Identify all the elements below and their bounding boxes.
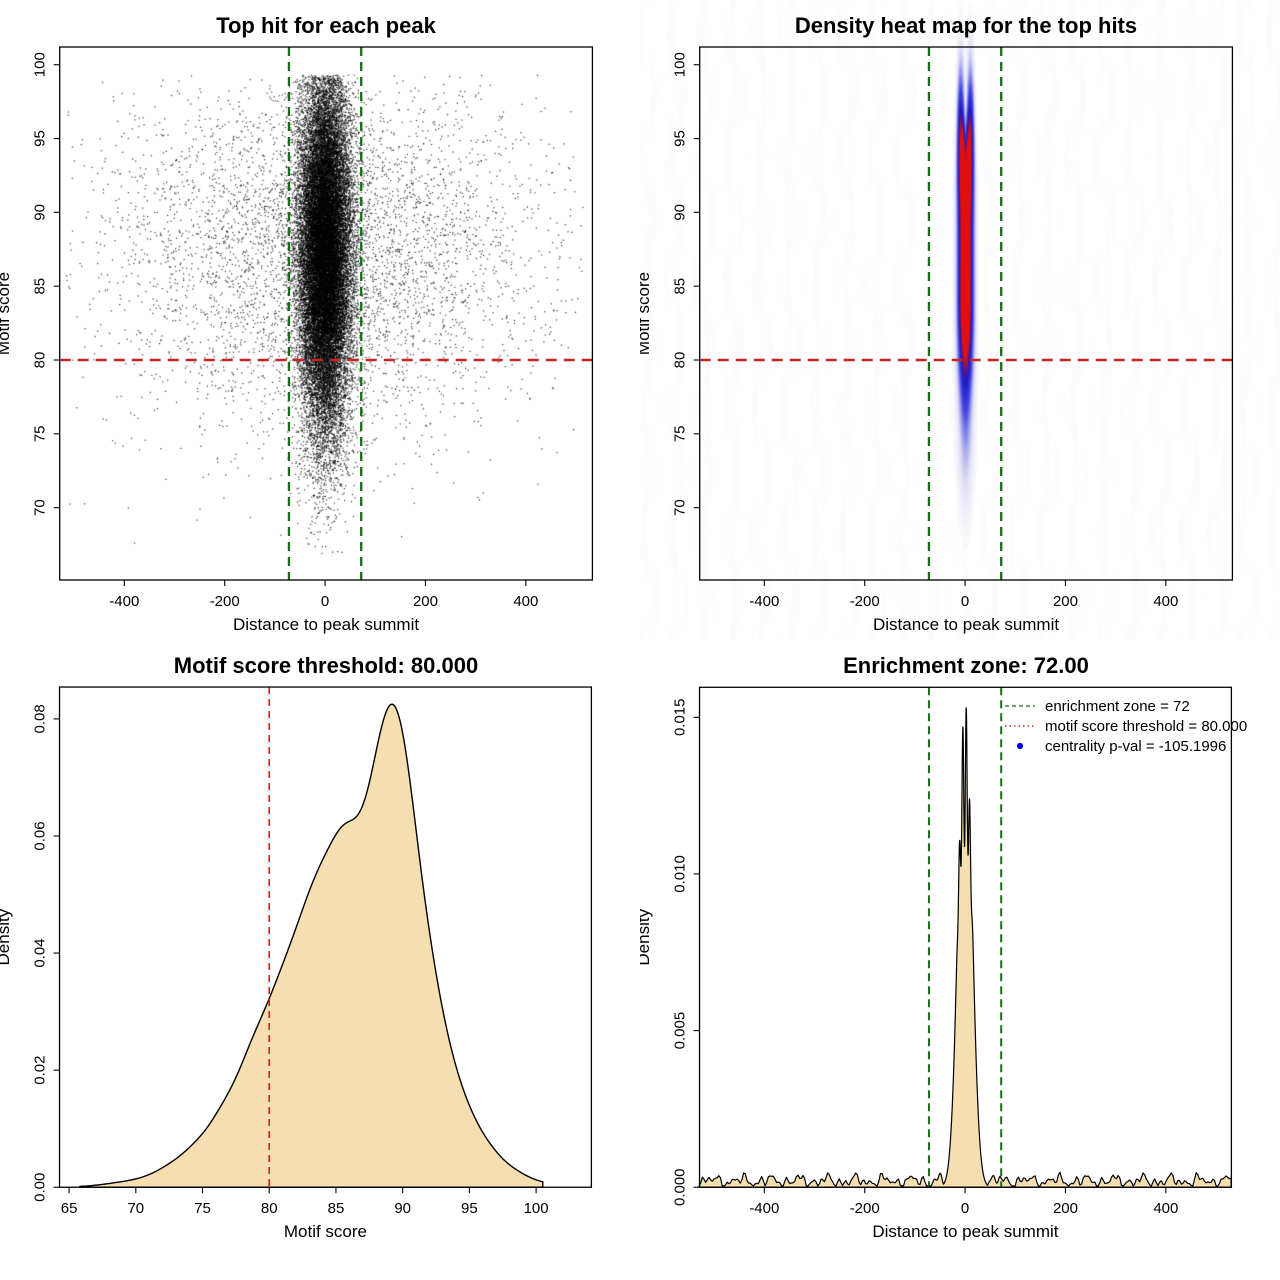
svg-text:85: 85 [32,278,49,295]
svg-text:-200: -200 [850,593,880,610]
svg-text:100: 100 [32,52,49,77]
svg-text:95: 95 [461,1200,478,1217]
svg-text:85: 85 [328,1200,345,1217]
svg-text:Distance to peak summit: Distance to peak summit [233,615,419,634]
svg-text:motif score threshold = 80.000: motif score threshold = 80.000 [1045,718,1247,735]
svg-text:100: 100 [524,1200,549,1217]
svg-text:Density heat map for the top h: Density heat map for the top hits [795,13,1137,38]
svg-text:100: 100 [672,52,689,77]
svg-text:Density: Density [0,908,13,965]
svg-text:Motif score: Motif score [0,272,13,355]
svg-text:65: 65 [61,1200,78,1217]
svg-text:95: 95 [672,130,689,147]
svg-text:200: 200 [413,593,438,610]
svg-text:400: 400 [1153,1200,1178,1217]
svg-text:70: 70 [32,499,49,516]
svg-text:Motif score: Motif score [284,1222,367,1241]
svg-text:80: 80 [261,1200,278,1217]
svg-text:90: 90 [672,204,689,221]
svg-text:Distance to peak summit: Distance to peak summit [873,615,1059,634]
svg-text:0.04: 0.04 [32,938,49,967]
svg-text:0.06: 0.06 [32,821,49,850]
svg-text:-400: -400 [109,593,139,610]
svg-text:0.08: 0.08 [32,704,49,733]
svg-text:0.010: 0.010 [672,855,689,893]
svg-text:-400: -400 [749,593,779,610]
svg-text:-200: -200 [850,1200,880,1217]
svg-text:90: 90 [32,204,49,221]
svg-text:70: 70 [672,499,689,516]
svg-text:75: 75 [32,425,49,442]
svg-text:centrality p-val = -105.1996: centrality p-val = -105.1996 [1045,738,1226,755]
svg-text:400: 400 [513,593,538,610]
svg-text:0: 0 [321,593,329,610]
svg-text:0: 0 [961,593,969,610]
svg-text:75: 75 [672,425,689,442]
svg-text:200: 200 [1053,593,1078,610]
svg-text:Top hit for each peak: Top hit for each peak [216,13,436,38]
svg-text:85: 85 [672,278,689,295]
svg-text:80: 80 [672,352,689,369]
svg-text:90: 90 [394,1200,411,1217]
svg-text:Density: Density [640,908,653,965]
svg-text:Motif score threshold: 80.000: Motif score threshold: 80.000 [174,653,478,678]
svg-text:75: 75 [194,1200,211,1217]
svg-text:-400: -400 [749,1200,779,1217]
svg-text:Distance to peak summit: Distance to peak summit [872,1222,1058,1241]
svg-text:Enrichment zone: 72.00: Enrichment zone: 72.00 [843,653,1089,678]
svg-text:0: 0 [961,1200,969,1217]
svg-text:enrichment zone = 72: enrichment zone = 72 [1045,698,1190,715]
svg-text:70: 70 [127,1200,144,1217]
svg-text:0.02: 0.02 [32,1056,49,1085]
svg-text:200: 200 [1053,1200,1078,1217]
svg-text:Motif score: Motif score [640,272,653,355]
svg-text:0.000: 0.000 [672,1168,689,1206]
svg-text:80: 80 [32,352,49,369]
svg-text:400: 400 [1153,593,1178,610]
svg-text:-200: -200 [210,593,240,610]
svg-text:0.00: 0.00 [32,1173,49,1202]
svg-text:0.015: 0.015 [672,698,689,736]
svg-text:95: 95 [32,130,49,147]
svg-text:0.005: 0.005 [672,1012,689,1050]
